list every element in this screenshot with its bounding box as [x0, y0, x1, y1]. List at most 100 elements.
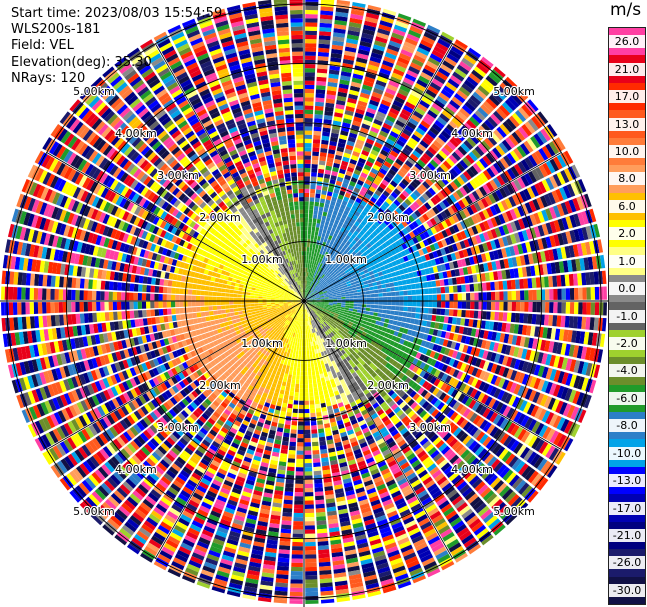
range-gate	[358, 301, 363, 304]
range-gate	[362, 119, 372, 126]
range-gate	[310, 287, 314, 291]
range-gate	[362, 298, 367, 301]
range-gate	[320, 6, 334, 12]
range-gate	[320, 448, 328, 454]
range-gate	[391, 296, 396, 301]
range-gate	[317, 56, 329, 62]
range-gate	[318, 432, 325, 438]
range-gate	[499, 291, 504, 301]
range-gate	[297, 342, 300, 347]
range-gate	[364, 20, 378, 28]
range-gate	[314, 274, 318, 279]
range-gate	[319, 440, 327, 446]
range-gate	[315, 407, 322, 413]
range-gate	[381, 179, 390, 187]
range-gate	[324, 298, 329, 300]
range-gate	[440, 88, 453, 99]
range-gate	[428, 187, 437, 196]
range-gate	[349, 17, 363, 25]
range-gate	[312, 445, 319, 451]
range-gate	[372, 193, 380, 200]
range-gate	[422, 152, 432, 162]
range-gate	[304, 84, 315, 90]
range-gate	[363, 80, 374, 88]
range-gate	[350, 272, 356, 277]
range-gate	[350, 154, 359, 161]
range-gate	[291, 420, 298, 426]
range-gate	[462, 156, 472, 167]
range-gate	[326, 280, 331, 284]
range-gate	[394, 286, 400, 292]
range-gate	[284, 487, 294, 492]
range-gate	[292, 529, 304, 534]
range-gate	[391, 103, 402, 112]
range-gate	[336, 0, 351, 6]
range-gate	[310, 234, 315, 240]
range-gate	[406, 121, 417, 130]
range-gate	[399, 112, 410, 121]
range-gate	[453, 178, 462, 188]
range-gate	[357, 304, 363, 307]
range-gate	[365, 307, 371, 312]
range-gate	[418, 123, 428, 133]
range-gate	[306, 294, 310, 299]
range-gate	[363, 239, 369, 246]
range-gate	[508, 115, 520, 128]
range-gate	[305, 293, 308, 298]
range-gate	[335, 202, 341, 208]
range-gate	[358, 259, 364, 265]
range-gate	[341, 200, 348, 206]
range-gate	[380, 221, 388, 229]
range-gate	[358, 44, 371, 52]
range-gate	[392, 28, 406, 37]
range-gate	[349, 180, 356, 187]
range-gate	[371, 182, 379, 190]
range-gate	[304, 263, 306, 268]
range-gate	[341, 303, 346, 306]
range-gate	[473, 66, 487, 78]
range-gate	[337, 239, 343, 246]
range-gate	[365, 111, 375, 119]
range-gate	[309, 264, 312, 269]
range-gate	[352, 73, 364, 80]
range-gate	[486, 167, 496, 178]
range-gate	[319, 18, 333, 24]
range-gate	[313, 214, 318, 219]
range-gate	[390, 249, 397, 256]
range-gate	[411, 212, 419, 220]
range-gate	[310, 272, 313, 278]
range-gate	[378, 231, 385, 238]
range-gate	[377, 309, 383, 314]
range-gate	[343, 209, 349, 216]
range-gate	[320, 236, 325, 242]
range-gate	[304, 292, 307, 297]
range-gate	[353, 303, 358, 307]
range-gate	[304, 76, 315, 81]
range-gate	[312, 288, 316, 293]
range-gate	[395, 232, 402, 240]
range-gate	[305, 267, 308, 273]
range-gate	[307, 295, 311, 299]
range-gate	[406, 284, 412, 290]
range-gate	[280, 532, 291, 538]
range-gate	[328, 208, 334, 214]
range-gate	[292, 370, 297, 376]
range-gate	[374, 40, 387, 48]
range-gate	[524, 301, 529, 312]
range-gate	[459, 186, 468, 197]
range-gate	[514, 129, 526, 142]
range-gate	[341, 67, 353, 73]
range-gate	[382, 288, 387, 293]
range-gate	[313, 290, 318, 294]
range-gate	[289, 353, 293, 358]
range-gate	[305, 38, 317, 44]
range-gate	[283, 360, 288, 366]
range-gate	[358, 298, 363, 301]
range-gate	[430, 226, 438, 235]
range-gate	[409, 62, 422, 71]
range-gate	[335, 259, 341, 264]
range-gate	[395, 207, 403, 215]
range-gate	[313, 210, 318, 215]
range-gate	[319, 249, 324, 255]
range-gate	[315, 189, 322, 195]
